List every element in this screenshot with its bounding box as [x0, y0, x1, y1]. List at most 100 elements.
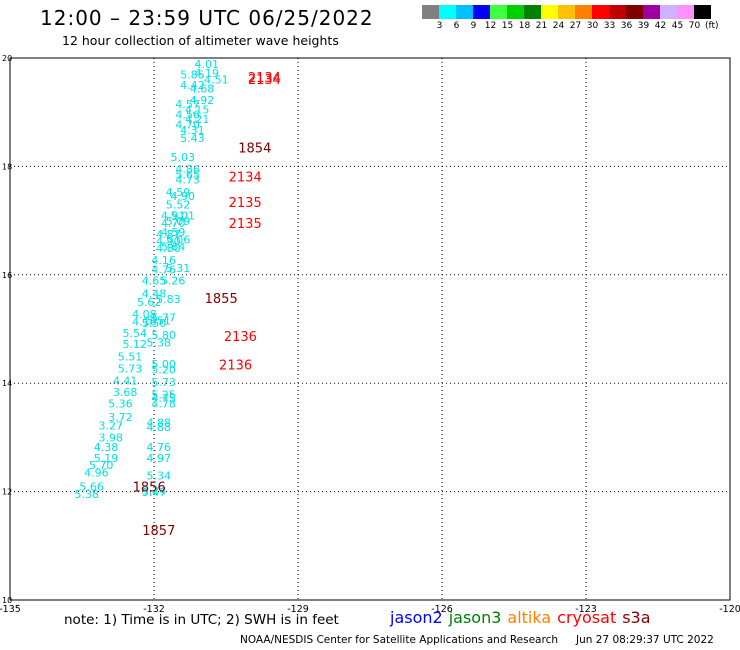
wave-height-label: 4.41 [113, 374, 138, 387]
color-level-label: 12 [484, 21, 497, 31]
wave-height-label: 5.25 [151, 388, 176, 401]
wave-height-label: 5.09 [166, 215, 191, 228]
footer-credit: NOAA/NESDIS Center for Satellite Applica… [240, 634, 714, 646]
wave-height-label: 5.70 [89, 459, 114, 472]
wave-height-label: 5.03 [171, 151, 196, 164]
wave-height-label: 4.68 [190, 83, 215, 96]
color-level-label: 33 [603, 21, 616, 31]
wave-height-label: 5.38 [147, 336, 172, 349]
pass-time-label: 1856 [133, 481, 166, 496]
wave-height-label: 5.20 [151, 363, 176, 376]
chart-title: 12:00 – 23:59 UTC 06/25/2022 [40, 6, 374, 30]
wave-height-label: 4.57 [175, 98, 200, 111]
wave-height-label: 4.31 [180, 124, 205, 137]
y-tick-label: 16 [2, 271, 12, 280]
color-level-label: 21 [535, 21, 548, 31]
wave-height-label: 4.88 [147, 417, 172, 430]
wave-height-label: 4.70 [175, 118, 200, 131]
color-scale-labels: 3 6 9 12 15 18 21 24 27 30 33 36 39 42 45 70 (ft) [422, 21, 722, 31]
wave-height-label: 4.38 [94, 441, 119, 454]
wave-height-label: 4.70 [161, 217, 186, 230]
wave-height-label: 5.34 [147, 470, 172, 483]
wave-height-label: 4.80 [156, 242, 181, 255]
wave-height-label: 4.01 [195, 58, 220, 71]
wave-height-label: 5.00 [151, 358, 176, 371]
wave-height-label: 5.01 [171, 210, 196, 223]
wave-height-label: 3.68 [113, 386, 138, 399]
color-swatch [439, 5, 456, 19]
wave-height-label: 4.76 [147, 441, 172, 454]
wave-height-label: 5.06 [166, 233, 191, 246]
pass-time-label: 2136 [224, 330, 257, 345]
wave-height-label: 4.19 [195, 67, 220, 80]
wave-height-label: 5.73 [118, 362, 143, 375]
color-swatch [490, 5, 507, 19]
wave-height-label: 3.72 [108, 411, 133, 424]
wave-height-label: 5.54 [123, 327, 148, 340]
pass-time-label: 1854 [238, 141, 271, 156]
wave-height-label: 4.15 [185, 103, 210, 116]
color-swatch [694, 5, 711, 19]
color-swatch [609, 5, 626, 19]
wave-height-label: 4.87 [156, 228, 181, 241]
color-level-label: 36 [620, 21, 633, 31]
satellite-legend-altika: altika [507, 608, 552, 627]
color-swatch [592, 5, 609, 19]
color-level-label: 70 [688, 21, 701, 31]
color-unit-label: (ft) [705, 21, 719, 31]
wave-height-label: 5.66 [79, 481, 104, 494]
color-level-label: 42 [654, 21, 667, 31]
wave-height-label: 4.92 [190, 94, 215, 107]
y-tick-label: 14 [2, 379, 12, 388]
wave-height-label: 5.77 [151, 311, 176, 324]
color-swatch [541, 5, 558, 19]
wave-height-label: 5.12 [123, 338, 148, 351]
color-swatch [507, 5, 524, 19]
satellite-legend: jason2 jason3 altika cryosat s3a [390, 608, 657, 627]
wave-height-label: 5.52 [166, 199, 191, 212]
color-swatch [660, 5, 677, 19]
wave-height-label: 5.80 [151, 329, 176, 342]
x-tick-label: -135 [0, 604, 21, 615]
wave-height-label: 5.51 [147, 315, 172, 328]
wave-height-label: 5.26 [161, 275, 186, 288]
y-tick-label: 18 [2, 162, 12, 171]
satellite-legend-cryosat: cryosat [557, 608, 617, 627]
x-tick-label: -129 [287, 604, 309, 615]
color-swatch [575, 5, 592, 19]
wave-height-label: 5.31 [166, 262, 191, 275]
wave-height-label: 4.90 [171, 190, 196, 203]
color-level-label: 9 [470, 21, 477, 31]
wave-height-label: 4.21 [185, 113, 210, 126]
y-tick-label: 12 [2, 488, 12, 497]
satellite-legend-jason3: jason3 [448, 608, 502, 627]
wave-height-label: 4.90 [156, 235, 181, 248]
wave-height-label: 4.48 [142, 288, 167, 301]
wave-height-label: 4.08 [132, 308, 157, 321]
y-tick-label: 10 [2, 596, 12, 605]
wave-height-label: 5.47 [142, 486, 167, 499]
x-tick-label: -132 [143, 604, 165, 615]
wave-height-label: 4.75 [151, 392, 176, 405]
color-swatch [677, 5, 694, 19]
wave-height-label: 4.76 [151, 264, 176, 277]
wave-height-label: 4.10 [132, 316, 157, 329]
color-level-label: 18 [518, 21, 531, 31]
color-swatch [643, 5, 660, 19]
wave-height-label: 5.64 [161, 240, 186, 253]
color-level-label: 27 [569, 21, 582, 31]
x-tick-label: -126 [431, 604, 453, 615]
wave-height-label: 5.24 [142, 484, 167, 497]
color-level-label: 3 [436, 21, 443, 31]
wave-height-label: 5.38 [75, 488, 100, 501]
pass-time-label: 1855 [205, 292, 238, 307]
pass-time-label: 2134 [248, 71, 281, 86]
color-swatch [558, 5, 575, 19]
wave-height-label: 5.50 [142, 317, 167, 330]
chart-subtitle: 12 hour collection of altimeter wave hei… [62, 33, 339, 48]
pass-time-label: 2136 [219, 359, 252, 374]
color-level-label: 30 [586, 21, 599, 31]
wave-height-label: 3.27 [99, 419, 124, 432]
color-scale-swatches [422, 5, 722, 19]
